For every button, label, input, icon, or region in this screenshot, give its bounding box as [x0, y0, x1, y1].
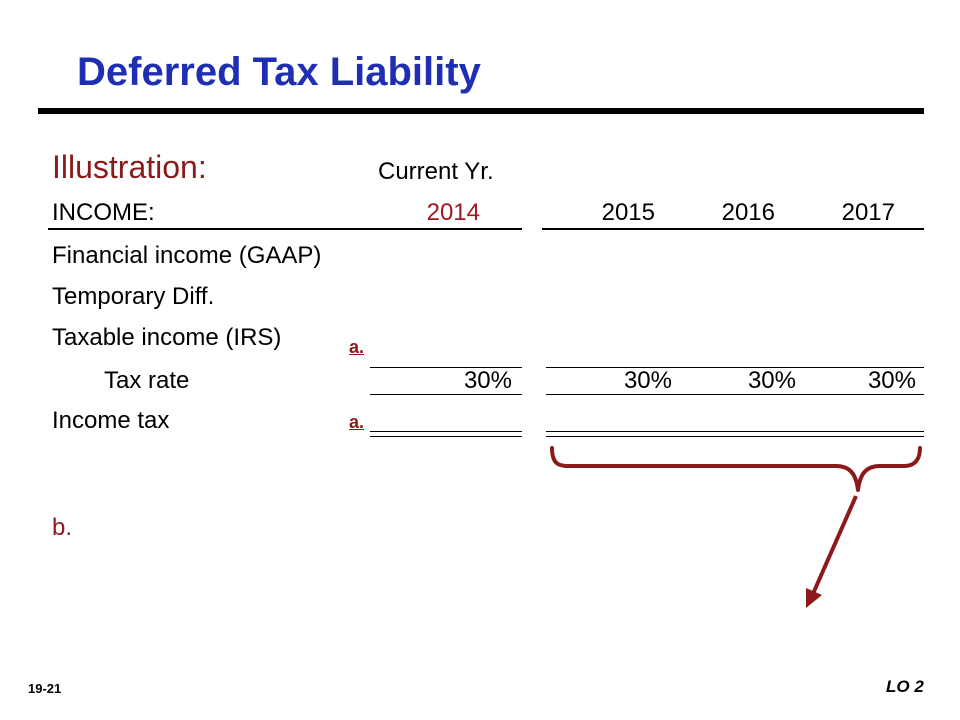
marker-a-income-tax: a. [349, 412, 365, 432]
marker-b: b. [52, 514, 73, 541]
taxrate-bottom-rule-left [370, 394, 522, 395]
page-number: 19-21 [28, 681, 62, 696]
taxrate-top-rule-left [370, 367, 522, 368]
arrow-shaft [810, 495, 858, 597]
income-label: INCOME: [52, 199, 155, 226]
header-rule-right [542, 228, 924, 230]
tax-rate-2016: 30% [747, 367, 796, 394]
year-2014-header: 2014 [426, 199, 480, 226]
income-tax-double-rule-right-1 [546, 431, 924, 432]
marker-a-taxable: a. [349, 337, 365, 357]
taxrate-bottom-rule-right [546, 394, 924, 395]
income-tax-double-rule-left-2 [370, 436, 522, 437]
tax-rate-2017: 30% [867, 367, 916, 394]
row-tax-rate: Tax rate [104, 367, 190, 394]
illustration-heading: Illustration: [52, 149, 207, 185]
title-divider [38, 108, 924, 114]
taxrate-top-rule-right [546, 367, 924, 368]
row-financial-income: Financial income (GAAP) [52, 242, 322, 269]
row-income-tax: Income tax [52, 407, 170, 434]
arrow-head [806, 588, 822, 608]
tax-rate-2015: 30% [623, 367, 672, 394]
current-year-label: Current Yr. [378, 158, 494, 185]
income-tax-double-rule-right-2 [546, 436, 924, 437]
header-rule-left [48, 228, 522, 230]
learning-objective: LO 2 [886, 677, 924, 696]
year-2015-header: 2015 [601, 199, 655, 226]
tax-rate-2014: 30% [463, 367, 512, 394]
year-2017-header: 2017 [841, 199, 895, 226]
income-tax-double-rule-left-1 [370, 431, 522, 432]
row-taxable-income: Taxable income (IRS) [52, 324, 282, 351]
curly-brace-shape [550, 446, 922, 492]
year-2016-header: 2016 [721, 199, 775, 226]
slide-title: Deferred Tax Liability [77, 50, 481, 94]
row-temporary-diff: Temporary Diff. [52, 283, 215, 310]
